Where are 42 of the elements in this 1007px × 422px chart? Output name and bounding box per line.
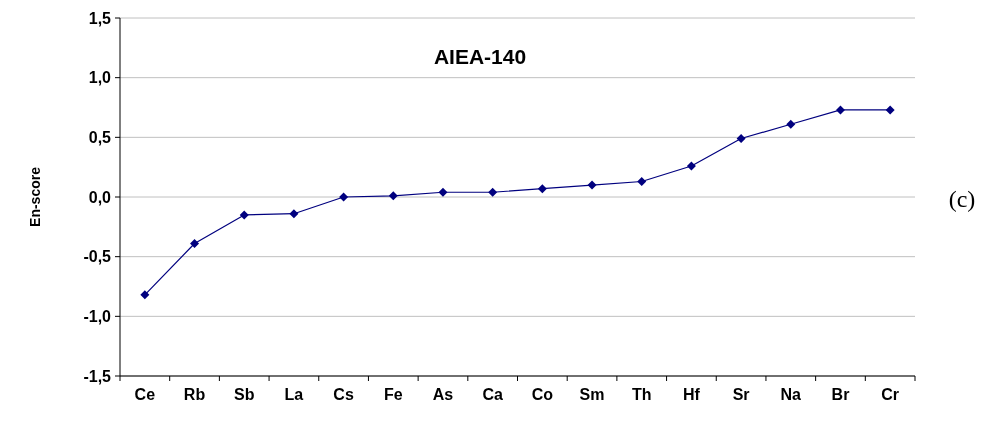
point [289, 209, 299, 219]
point [140, 290, 150, 300]
x-tick-label: Ca [482, 386, 503, 403]
point [488, 187, 498, 197]
y-tick-label: 0,0 [88, 188, 112, 206]
x-tick-label: Rb [183, 386, 206, 403]
x-tick-label: Na [780, 386, 802, 403]
y-tick-label: -0,5 [83, 248, 112, 266]
point [190, 239, 200, 249]
text: AIEA-140 [433, 45, 527, 68]
point [885, 105, 895, 115]
x-tick-label: Sr [732, 386, 750, 403]
point [686, 161, 696, 171]
point [239, 210, 249, 220]
x-tick-label: Sb [233, 386, 255, 403]
x-tick-label: Co [531, 386, 554, 403]
point [438, 187, 448, 197]
point [786, 119, 796, 129]
point [388, 191, 398, 201]
point [736, 134, 746, 144]
point [835, 105, 845, 115]
y-tick-label: -1,5 [83, 367, 112, 385]
point [537, 184, 547, 194]
y-tick-label: 1,0 [88, 69, 112, 87]
point [587, 180, 597, 190]
x-tick-label: Hf [682, 386, 701, 403]
point [637, 176, 647, 186]
x-tick-label: Th [631, 386, 652, 403]
y-tick-label: -1,0 [83, 307, 112, 325]
x-tick-label: Fe [383, 386, 403, 403]
x-tick-label: Cs [333, 386, 354, 403]
text: (c) [948, 186, 976, 212]
x-tick-label: Sm [579, 386, 605, 403]
x-tick-label: Br [831, 386, 850, 403]
x-tick-label: Cr [881, 386, 900, 403]
point [339, 192, 349, 202]
y-tick-label: 1,5 [88, 9, 112, 27]
x-tick-label: La [284, 386, 304, 403]
x-tick-label: Ce [134, 386, 156, 403]
y-axis-title: En-score [27, 166, 43, 227]
x-tick-label: As [432, 386, 454, 403]
y-tick-label: 0,5 [88, 128, 112, 146]
